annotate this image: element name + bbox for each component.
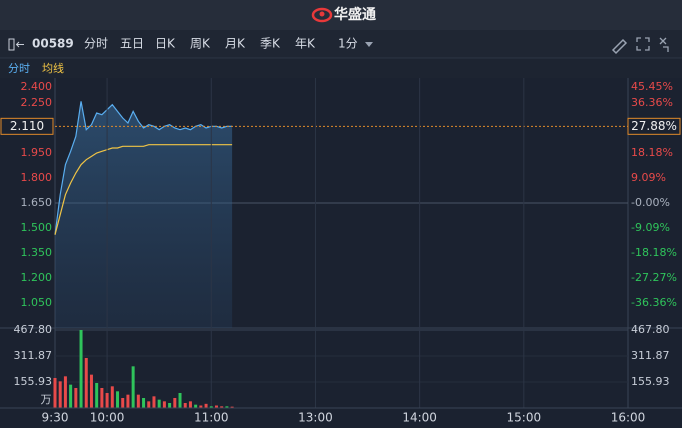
volume-bar: [220, 406, 224, 408]
draw-tool-button[interactable]: [611, 38, 628, 55]
legend-bar: [0, 59, 682, 78]
title-bar: [0, 0, 682, 30]
period-tab[interactable]: 分时: [84, 37, 108, 51]
period-tab[interactable]: 月K: [225, 37, 246, 51]
volume-bar: [136, 394, 140, 408]
volume-bar: [152, 396, 156, 408]
volume-bar: [126, 394, 130, 408]
fullscreen-button[interactable]: [636, 37, 650, 51]
toolbar: [0, 30, 682, 58]
volume-bar: [178, 392, 182, 408]
logo-icon: [311, 7, 333, 23]
y2-tick-label: -27.27%: [631, 271, 677, 284]
volume-bar: [121, 397, 125, 408]
y2-tick-label: -9.09%: [631, 221, 670, 234]
collapse-button[interactable]: [8, 38, 24, 51]
period-tab[interactable]: 五日: [120, 37, 144, 51]
y2-tick-label: -18.18%: [631, 246, 677, 259]
y-tick-label: 1.950: [21, 146, 53, 159]
volume-bar: [84, 357, 88, 408]
legend-entry[interactable]: 分时: [8, 62, 30, 75]
volume-bar: [105, 392, 109, 408]
volume-bar: [89, 374, 93, 408]
volume-bar: [95, 382, 99, 408]
volume-bar: [168, 402, 172, 408]
last-price-label: 2.110: [10, 119, 44, 133]
logo-text: 华盛通: [334, 6, 376, 23]
average-line: [54, 144, 233, 235]
y-tick-label: 1.500: [21, 221, 53, 234]
volume-tick-label-right: 311.87: [631, 349, 670, 362]
legend-entry[interactable]: 均线: [42, 61, 64, 75]
y2-tick-label: 45.45%: [631, 80, 673, 93]
volume-bar: [157, 399, 161, 408]
y-tick-label: 1.350: [21, 246, 53, 259]
volume-bar: [204, 403, 208, 408]
volume-bar: [194, 404, 198, 408]
volume-bar: [110, 386, 114, 408]
x-tick-label: 11:00: [194, 411, 229, 425]
period-tab[interactable]: 日K: [155, 37, 176, 51]
period-tab[interactable]: 年K: [295, 37, 316, 51]
y-tick-label: 1.650: [21, 196, 53, 209]
y-tick-label: 1.800: [21, 171, 53, 184]
x-tick-label: 14:00: [402, 411, 437, 425]
volume-bar: [188, 401, 192, 408]
last-price-box: [0, 117, 54, 135]
volume-bar: [173, 397, 177, 408]
volume-bar: [79, 330, 83, 408]
y-tick-label: 2.400: [21, 80, 53, 93]
x-tick-label: 16:00: [611, 411, 646, 425]
settings-button[interactable]: [659, 37, 669, 52]
y2-tick-label: -0.00%: [631, 196, 670, 209]
y2-tick-label: -36.36%: [631, 296, 677, 309]
volume-bar: [199, 405, 203, 408]
volume-tick-label-right: 155.93: [631, 375, 670, 388]
volume-tick-label: 155.93: [14, 375, 53, 388]
period-tab[interactable]: 1分: [338, 37, 358, 51]
volume-bar: [74, 387, 78, 408]
volume-bar: [183, 402, 187, 408]
y-tick-label: 1.200: [21, 271, 53, 284]
x-tick-label: 13:00: [298, 411, 333, 425]
volume-bar: [162, 401, 166, 408]
y-tick-label: 1.050: [21, 296, 53, 309]
y2-tick-label: 36.36%: [631, 96, 673, 109]
period-tab[interactable]: 季K: [260, 37, 281, 51]
x-tick-label: 10:00: [90, 411, 125, 425]
dropdown-arrow[interactable]: [365, 42, 373, 47]
volume-tick-label-right: 467.80: [631, 323, 670, 336]
last-change-label: 27.88%: [631, 119, 677, 133]
volume-bar: [214, 405, 218, 408]
volume-bar: [58, 381, 62, 408]
volume-bar: [209, 406, 213, 408]
volume-bar: [230, 406, 234, 408]
period-tab[interactable]: 周K: [190, 37, 211, 51]
price-line: [54, 101, 233, 235]
volume-bar: [63, 376, 67, 408]
price-area: [55, 101, 233, 328]
volume-bar: [225, 406, 229, 408]
last-change-box: [627, 117, 681, 135]
y2-tick-label: 9.09%: [631, 171, 666, 184]
volume-bar: [142, 397, 146, 408]
x-tick-label: 9:30: [42, 411, 69, 425]
volume-bar: [53, 377, 57, 408]
y-tick-label: 2.250: [21, 96, 53, 109]
volume-bar: [116, 391, 120, 408]
y2-tick-label: 18.18%: [631, 146, 673, 159]
x-tick-label: 15:00: [507, 411, 542, 425]
volume-bar: [69, 384, 73, 408]
volume-bar: [131, 366, 135, 408]
stock-symbol: 00589: [32, 37, 74, 51]
volume-tick-label: 311.87: [14, 349, 53, 362]
volume-tick-label: 467.80: [14, 323, 53, 336]
volume-bar: [100, 387, 104, 408]
volume-unit: 万: [41, 393, 52, 406]
volume-bar: [147, 401, 151, 408]
